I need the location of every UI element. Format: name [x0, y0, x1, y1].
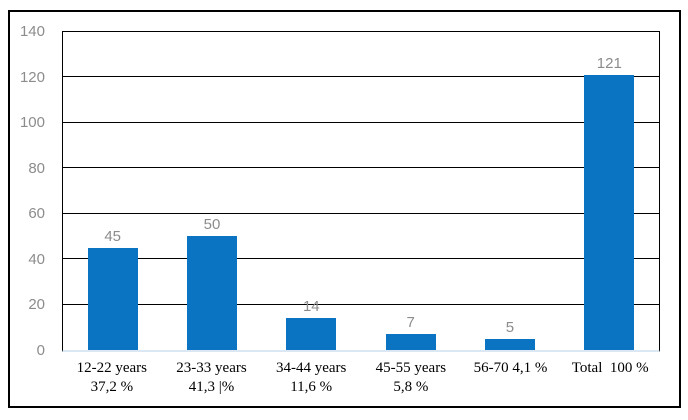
gridline — [63, 258, 659, 260]
y-tick-label: 140 — [19, 23, 45, 40]
data-label: 45 — [104, 227, 121, 245]
bar — [484, 338, 535, 350]
y-tick-label: 0 — [36, 341, 45, 359]
y-tick-label: 60 — [28, 205, 45, 223]
bar — [286, 318, 337, 350]
bar — [385, 334, 436, 350]
data-label: 7 — [406, 314, 415, 332]
data-label: 14 — [302, 298, 320, 316]
y-axis: 140 120 100 80 60 40 20 0 — [0, 24, 54, 358]
bar-series: 45 50 14 7 5 121 — [63, 32, 659, 350]
y-tick-label: 120 — [19, 68, 45, 86]
bar-group: 50 — [162, 32, 261, 350]
bar — [186, 236, 237, 350]
x-axis: 12-22 years 37,2 % 23-33 years 41,3 |% 3… — [62, 359, 660, 397]
data-label: 5 — [505, 318, 515, 336]
y-tick-label: 100 — [19, 114, 45, 132]
category-label: Total 100 % — [571, 360, 649, 376]
y-tick-label: 20 — [28, 296, 45, 314]
gridline — [63, 76, 659, 78]
bar-group: 121 — [560, 32, 659, 350]
gridline — [63, 303, 659, 305]
category-label: 23-33 years 41,3 |% — [176, 360, 247, 395]
bar-group: 5 — [460, 32, 559, 350]
y-tick-label: 80 — [28, 159, 45, 177]
category-label: 56-70 4,1 % — [473, 360, 548, 376]
bar-group: 14 — [262, 32, 361, 350]
plot-area: 45 50 14 7 5 121 — [62, 31, 660, 352]
data-label: 121 — [596, 55, 622, 73]
bar-group: 45 — [63, 32, 162, 350]
gridline — [63, 121, 659, 123]
gridline — [63, 212, 659, 214]
bar — [87, 247, 138, 350]
bar-group: 7 — [361, 32, 460, 350]
category-label: 12-22 years 37,2 % — [76, 360, 148, 395]
gridline — [63, 167, 659, 169]
category-label: 34-44 years 11,6 % — [275, 360, 347, 395]
category-label: 45-55 years 5,8 % — [375, 360, 447, 395]
y-tick-label: 40 — [28, 250, 45, 268]
data-label: 50 — [203, 216, 221, 234]
bar — [584, 75, 635, 350]
